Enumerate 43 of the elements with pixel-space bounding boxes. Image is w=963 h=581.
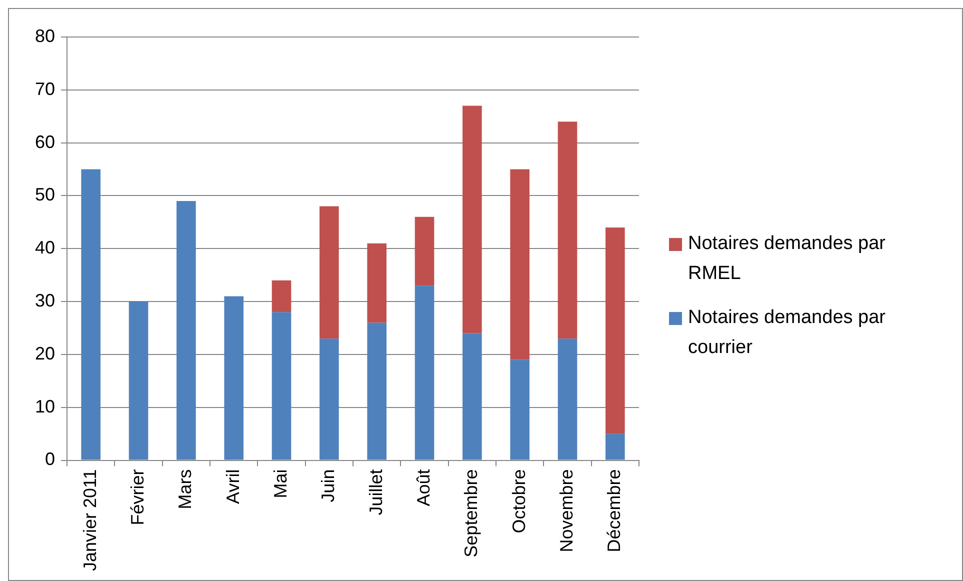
- bar: [320, 206, 339, 339]
- bar: [224, 296, 244, 460]
- bar: [367, 243, 386, 323]
- bar: [81, 169, 101, 460]
- bar: [272, 280, 292, 312]
- x-tick-label: Mars: [175, 469, 196, 510]
- y-tick-label: 50: [34, 184, 56, 205]
- bar: [320, 338, 339, 460]
- x-tick-label: Janvier 2011: [80, 469, 100, 571]
- bar: [414, 286, 434, 460]
- bar: [176, 201, 196, 460]
- bar: [462, 333, 482, 460]
- x-tick-label: Février: [127, 469, 148, 526]
- x-tick-label: Juillet: [366, 469, 386, 516]
- bar: [367, 322, 386, 460]
- bar: [606, 227, 625, 434]
- bar: [414, 216, 434, 286]
- y-tick-label: 60: [34, 132, 56, 152]
- y-tick-label: 30: [34, 290, 56, 311]
- x-tick-label: Mai: [270, 469, 290, 498]
- y-tick-label: 20: [34, 343, 56, 364]
- x-tick-label: Août: [413, 469, 434, 506]
- bar: [128, 302, 148, 460]
- bar: [606, 434, 625, 460]
- bar: [462, 106, 482, 334]
- legend-label: Notaires demandes par RMEL: [688, 232, 886, 286]
- bar: [272, 312, 292, 460]
- x-tick-label: Septembre: [461, 469, 482, 558]
- x-tick-label: Décembre: [604, 469, 624, 552]
- x-tick-label: Novembre: [556, 469, 576, 552]
- y-tick-label: 0: [45, 449, 56, 470]
- y-tick-label: 70: [34, 78, 56, 99]
- bar: [510, 169, 530, 360]
- x-tick-label: Juin: [318, 469, 338, 502]
- bar: [558, 122, 578, 339]
- x-tick-label: Octobre: [508, 469, 529, 534]
- y-tick-label: 10: [34, 396, 56, 416]
- y-tick-label: 40: [34, 238, 56, 258]
- bar: [558, 338, 578, 460]
- bar: [510, 360, 530, 460]
- x-tick-label: Avril: [222, 469, 243, 504]
- legend-label: Notaires demandes par courrier: [688, 306, 886, 360]
- y-tick-label: 80: [34, 26, 56, 46]
